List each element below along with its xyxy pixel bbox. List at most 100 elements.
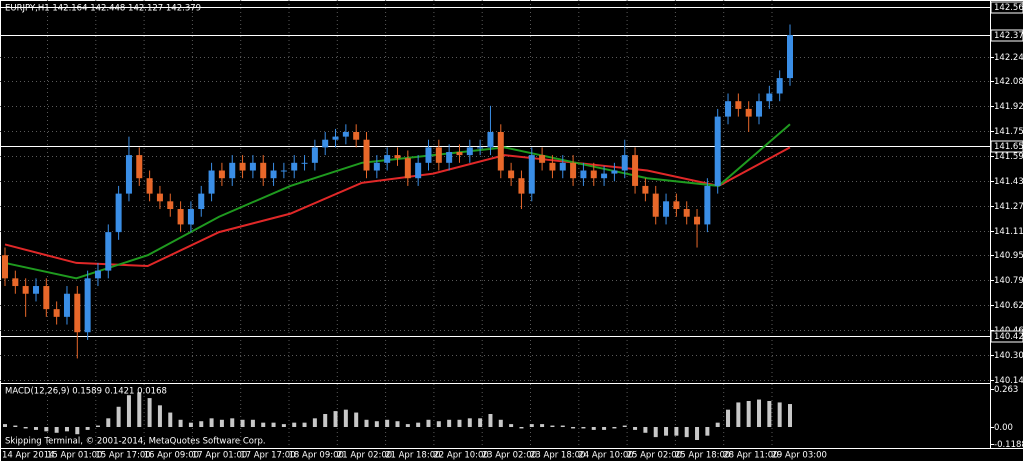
histogram-bar (788, 404, 792, 427)
candle-body (229, 162, 236, 179)
candle-body (549, 162, 556, 171)
histogram-bar (757, 399, 762, 427)
histogram-bar (333, 411, 338, 427)
x-tick-label: 22 Apr 10:00 (433, 451, 488, 461)
histogram-bar (633, 426, 638, 430)
histogram-bar (560, 425, 565, 427)
histogram-bar (230, 418, 235, 427)
histogram-bar (581, 426, 586, 429)
histogram-bar (695, 426, 700, 441)
histogram-bar (188, 422, 193, 427)
candle-body (673, 201, 680, 210)
candle-body (32, 286, 39, 294)
histogram-bar (591, 426, 596, 430)
candle-body (735, 101, 742, 109)
histogram-bar (540, 424, 545, 427)
candle-body (311, 147, 318, 163)
candle-body (12, 278, 19, 287)
indicator-title: MACD(12,26,9) 0.1589 0.1421 0.0168 (5, 387, 167, 397)
histogram-bar (261, 422, 266, 427)
histogram-bar (199, 421, 204, 427)
histogram-bar (157, 405, 162, 427)
level-label-box (990, 330, 1024, 343)
histogram-bar (85, 426, 90, 430)
x-tick-label: 15 Apr 01:00 (47, 451, 102, 461)
candle-body (136, 155, 143, 179)
histogram-bar (529, 424, 534, 427)
candle-body (74, 293, 81, 333)
x-tick-label: 25 Apr 02:00 (627, 451, 682, 461)
candle-body (487, 132, 494, 148)
histogram-bar (106, 418, 111, 427)
candle-body (373, 162, 380, 171)
histogram-bar (426, 419, 431, 427)
x-tick-label: 18 Apr 09:00 (289, 451, 344, 461)
candle-body (105, 232, 112, 271)
x-tick-label: 28 Apr 11:00 (723, 451, 778, 461)
candle-body (508, 170, 515, 179)
candle-body (466, 147, 473, 156)
candle-body (363, 139, 370, 171)
histogram-bar (664, 426, 669, 436)
histogram-bar (302, 422, 307, 427)
histogram-bar (374, 421, 379, 427)
candle-body (694, 216, 701, 225)
plot-layer (0, 0, 990, 448)
candle-body (456, 152, 463, 156)
histogram-bar (653, 426, 658, 438)
y-tick-label: 141.920 (994, 102, 1024, 112)
candle-body (714, 116, 721, 186)
candle-body (590, 170, 597, 179)
candle-body (652, 193, 659, 217)
histogram-bar (292, 422, 297, 427)
candle-body (539, 155, 546, 163)
histogram-bar (219, 419, 224, 427)
histogram-bar (95, 425, 100, 427)
histogram-bar (178, 419, 183, 427)
candle-body (528, 155, 535, 194)
histogram-bar (323, 413, 328, 427)
histogram-bar (705, 426, 710, 436)
y-tick-label: 0.00 (994, 423, 1013, 433)
y-tick-label: 140.305 (994, 351, 1024, 361)
histogram-bar (271, 422, 276, 427)
y-tick-label: 140.950 (994, 251, 1024, 261)
histogram-bar (54, 426, 59, 433)
candle-body (404, 158, 411, 179)
histogram-bar (715, 422, 720, 427)
histogram-bar (622, 425, 627, 427)
histogram-bar (116, 406, 121, 427)
candle-body (63, 293, 70, 317)
histogram-bar (3, 424, 7, 427)
candle-body (497, 132, 504, 171)
candle-body (766, 93, 773, 102)
y-tick-label: 141.595 (994, 152, 1024, 162)
candle-body (2, 255, 8, 279)
candle-body (353, 132, 360, 140)
candle-body (435, 147, 442, 163)
candle-body (156, 193, 163, 202)
histogram-bar (777, 402, 782, 427)
histogram-bar (209, 418, 214, 427)
y-tick-label: 140.625 (994, 301, 1024, 311)
candle-body (218, 170, 225, 179)
x-tick-label: 25 Apr 18:00 (675, 451, 730, 461)
x-tick-label: 16 Apr 09:00 (144, 451, 199, 461)
candle-body (384, 155, 391, 163)
histogram-bar (13, 425, 18, 427)
candle-body (187, 209, 194, 225)
y-tick-label: 141.110 (994, 227, 1024, 237)
candle-body (642, 185, 649, 194)
y-tick-label: 141.270 (994, 202, 1024, 212)
y-tick-label: 140.140 (994, 376, 1024, 386)
candle-body (601, 173, 608, 179)
candle-body (53, 309, 60, 317)
histogram-bar (395, 421, 400, 427)
x-tick-label: 14 Apr 2014 (2, 451, 55, 461)
x-tick-label: 21 Apr 18:00 (385, 451, 440, 461)
histogram-bar (478, 418, 483, 427)
candle-body (291, 162, 298, 171)
histogram-bar (405, 424, 410, 427)
x-tick-label: 15 Apr 17:00 (95, 451, 150, 461)
